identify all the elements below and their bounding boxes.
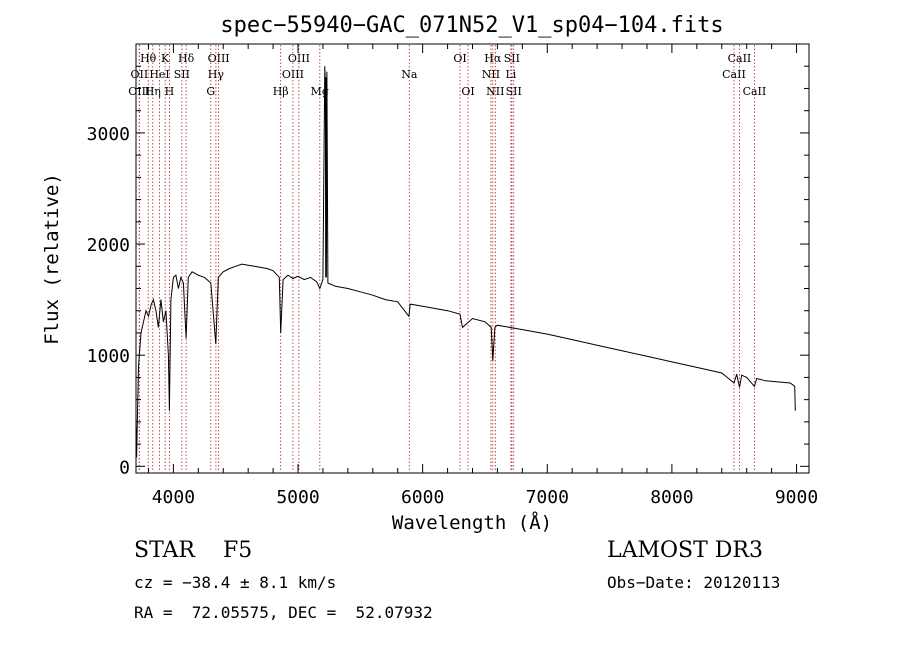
spectral-line-label: SII <box>506 85 522 98</box>
spectral-line-label: SII <box>174 68 190 81</box>
x-tick-label: 6000 <box>401 487 444 508</box>
x-tick-label: 4000 <box>152 487 195 508</box>
spectral-line-label: CaII <box>728 52 752 65</box>
spectral-line-label: CaII <box>743 85 767 98</box>
y-tick-label: 2000 <box>87 235 130 256</box>
y-tick-label: 3000 <box>87 124 130 145</box>
y-axis-label: Flux (relative) <box>41 173 63 345</box>
spectral-line-label: OI <box>461 85 474 98</box>
spectral-line-label: SII <box>504 52 520 65</box>
spectral-line-label: K <box>161 52 170 65</box>
spectral-line-label: Hα <box>484 52 502 65</box>
spectral-line-label: NII <box>486 85 504 98</box>
spectral-line-label: Li <box>505 68 516 81</box>
coordinates: RA = 72.05575, DEC = 52.07932 <box>134 603 433 622</box>
spectral-line-label: NII <box>482 68 500 81</box>
spectral-line-label: Hγ <box>208 68 225 81</box>
object-class: STAR F5 <box>134 538 253 563</box>
redshift-velocity: cz = −38.4 ± 8.1 km/s <box>134 573 337 592</box>
spectral-line-label: G <box>206 85 215 98</box>
x-tick-label: 7000 <box>526 487 569 508</box>
observation-date: Obs−Date: 20120113 <box>607 573 781 592</box>
spectral-line-label: OIII <box>208 52 230 65</box>
x-tick-label: 8000 <box>650 487 693 508</box>
spectral-line-label: OIII <box>128 85 150 98</box>
spectral-line-label: H <box>165 85 175 98</box>
plot-frame <box>135 43 810 474</box>
spectral-line-label: Hδ <box>178 52 195 65</box>
x-tick-label: 5000 <box>276 487 319 508</box>
x-axis-label: Wavelength (Å) <box>392 511 552 534</box>
spectral-line-label: CaII <box>722 68 746 81</box>
spectral-line-label: OI <box>453 52 466 65</box>
x-tick-label: 9000 <box>775 487 818 508</box>
spectral-line-label: Hθ <box>140 52 157 65</box>
chart-title: spec−55940−GAC_071N52_V1_sp04−104.fits <box>220 13 723 38</box>
y-tick-label: 1000 <box>87 346 130 367</box>
spectral-line-label: OIII <box>282 68 304 81</box>
spectral-line-label: Hβ <box>273 85 289 98</box>
survey-name: LAMOST DR3 <box>607 538 763 563</box>
spectral-line-label: HeI <box>149 68 169 81</box>
axis-ticks: 4000 5000 6000 7000 8000 9000 0 1000 2000 3000 <box>87 44 818 508</box>
spectral-line-label: OIII <box>288 52 310 65</box>
spectral-line-label: Hη <box>145 85 161 98</box>
y-tick-label: 0 <box>119 457 130 478</box>
flux-series-line <box>135 66 796 458</box>
spectral-line-label: Na <box>401 68 418 81</box>
